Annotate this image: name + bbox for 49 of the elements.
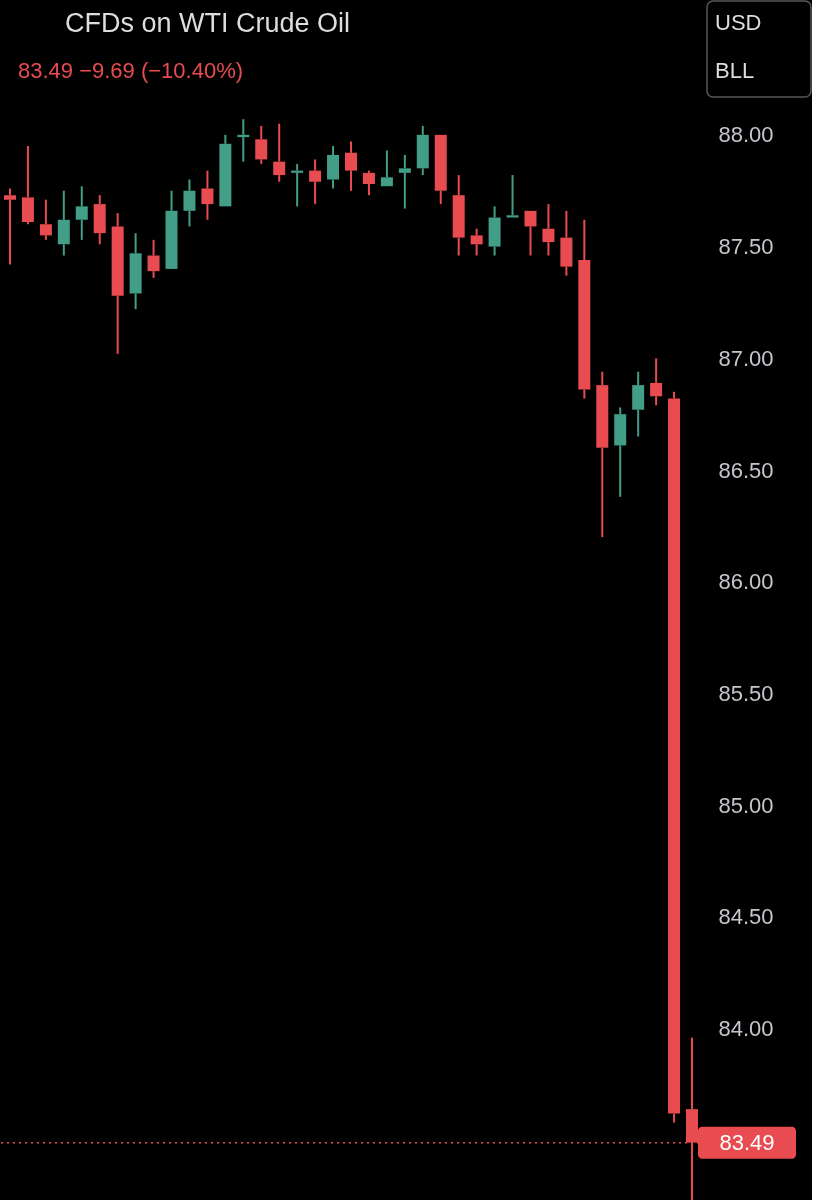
candlestick — [93, 194, 106, 246]
candlestick — [416, 124, 429, 177]
ref-line-label: 83.49 — [719, 1129, 775, 1155]
text: USD — [715, 10, 762, 35]
candlestick — [273, 122, 286, 183]
text: 83.49 −9.69 (−10.40%) — [18, 58, 244, 83]
candlestick — [201, 169, 214, 221]
candlestick — [219, 133, 232, 207]
y-tick-label: 86.50 — [718, 457, 774, 483]
candlestick — [452, 174, 465, 257]
y-tick-label: 85.50 — [718, 681, 774, 706]
candlestick — [255, 124, 268, 165]
candlestick — [560, 209, 573, 277]
candlestick — [3, 187, 16, 266]
candlestick — [57, 189, 70, 257]
candlestick — [434, 134, 447, 206]
candlestick — [524, 210, 537, 257]
candlestick — [614, 406, 627, 498]
candlestick — [309, 158, 322, 206]
candlestick — [111, 212, 124, 355]
y-tick-label: 87.00 — [718, 345, 774, 371]
candlestick — [668, 390, 681, 1124]
candlestick — [506, 174, 519, 218]
candlestick — [345, 140, 357, 192]
text: BLL — [715, 58, 755, 83]
candlestick — [398, 153, 411, 210]
candlestick — [542, 203, 555, 257]
candlestick — [165, 189, 178, 269]
candlestick — [147, 238, 160, 279]
y-tick-label: 84.00 — [718, 1016, 774, 1042]
candlestick — [488, 205, 501, 257]
y-tick-label: 85.00 — [718, 792, 774, 818]
chart-title: CFDs on WTI Crude Oil — [65, 8, 351, 38]
candlestick — [129, 232, 142, 311]
candlestick — [578, 218, 591, 400]
candlestick — [362, 169, 375, 197]
candlestick — [650, 357, 663, 407]
y-tick-label: 88.00 — [718, 122, 774, 148]
candlestick — [380, 149, 393, 187]
candlestick — [75, 185, 88, 241]
candlestick — [183, 178, 196, 228]
candlestick — [632, 370, 645, 438]
candlestick — [39, 198, 52, 241]
candlestick — [596, 370, 609, 539]
y-tick-label: 87.50 — [718, 234, 774, 260]
y-tick-label: 84.50 — [718, 904, 774, 930]
candlestick — [470, 227, 483, 257]
candlestick — [21, 145, 34, 226]
y-tick-label: 86.00 — [718, 569, 774, 595]
